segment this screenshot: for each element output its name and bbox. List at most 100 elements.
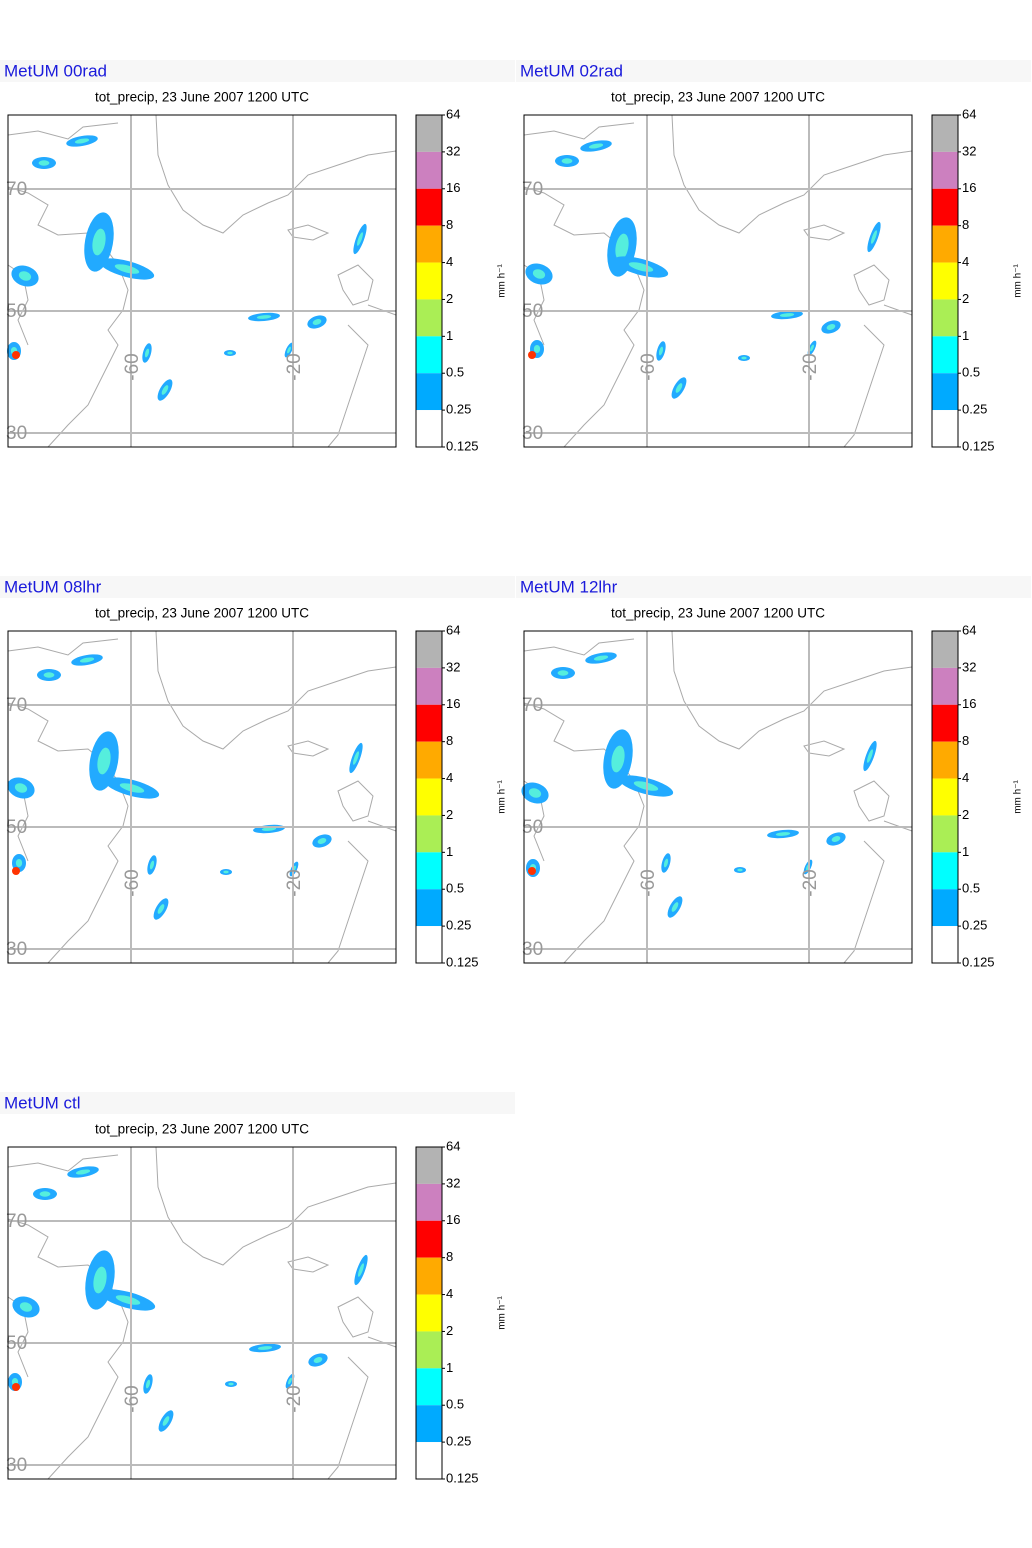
panel-subtitle: tot_precip, 23 June 2007 1200 UTC bbox=[611, 606, 825, 621]
coastline bbox=[853, 264, 890, 306]
colorbar-label: 16 bbox=[446, 1212, 460, 1227]
colorbar-label: 0.125 bbox=[446, 954, 479, 969]
coastline bbox=[671, 630, 913, 750]
panel-subtitle: tot_precip, 23 June 2007 1200 UTC bbox=[611, 90, 825, 105]
map-background bbox=[8, 1147, 396, 1479]
colorbar-frame bbox=[415, 1146, 443, 1480]
precip-core bbox=[810, 344, 814, 352]
lat-label: 50 bbox=[522, 301, 543, 322]
colorbar-label: 4 bbox=[962, 254, 969, 269]
colorbar-label: 2 bbox=[446, 807, 453, 822]
colorbar-label: 8 bbox=[446, 1249, 453, 1264]
panel-title: MetUM ctl bbox=[4, 1093, 81, 1112]
precip-core bbox=[256, 315, 272, 319]
lat-label: 70 bbox=[6, 695, 27, 716]
colorbar-box bbox=[416, 1220, 442, 1258]
lat-label: 30 bbox=[522, 423, 543, 444]
colorbar-label: 0.25 bbox=[446, 1434, 471, 1449]
lat-label: 70 bbox=[522, 695, 543, 716]
colorbar-label: 8 bbox=[446, 733, 453, 748]
colorbar: 64 32 16 8 4 2 1 0.5 0.25 0.125 mm h⁻¹ bbox=[415, 106, 508, 453]
colorbar-box bbox=[416, 1442, 442, 1479]
coastline bbox=[853, 780, 890, 822]
precip-core bbox=[737, 868, 743, 872]
map-frame bbox=[523, 114, 913, 448]
colorbar-box bbox=[932, 704, 958, 742]
colorbar-frame bbox=[931, 630, 959, 964]
colorbar-label: 0.5 bbox=[962, 881, 980, 896]
colorbar-box bbox=[416, 815, 442, 853]
title-band bbox=[0, 576, 515, 598]
colorbar-box bbox=[932, 889, 958, 927]
panel-subtitle: tot_precip, 23 June 2007 1200 UTC bbox=[95, 90, 309, 105]
colorbar-label: 1 bbox=[446, 844, 453, 859]
precip-core bbox=[97, 747, 111, 775]
panel-subtitle: tot_precip, 23 June 2007 1200 UTC bbox=[95, 1122, 309, 1137]
colorbar-label: 0.5 bbox=[446, 1397, 464, 1412]
precip-core bbox=[257, 1346, 273, 1350]
colorbar-box bbox=[932, 631, 958, 668]
precip-core bbox=[871, 230, 877, 244]
colorbar-frame bbox=[931, 114, 959, 448]
colorbar-box bbox=[932, 115, 958, 152]
map: 70 50 30 -60 -20 bbox=[6, 1146, 397, 1480]
colorbar-label: 2 bbox=[446, 291, 453, 306]
lon-label: -20 bbox=[800, 353, 821, 380]
lat-label: 50 bbox=[6, 817, 27, 838]
colorbar-box bbox=[416, 115, 442, 152]
precip-core bbox=[39, 1191, 51, 1197]
colorbar-box bbox=[416, 151, 442, 189]
colorbar-label: 0.125 bbox=[446, 438, 479, 453]
lon-label: -60 bbox=[122, 1385, 143, 1412]
coastline bbox=[7, 1154, 119, 1172]
title-band bbox=[516, 576, 1031, 598]
map-background bbox=[8, 115, 396, 447]
title-band bbox=[0, 1092, 515, 1114]
colorbar-label: 64 bbox=[446, 622, 460, 637]
lat-label: 30 bbox=[6, 1455, 27, 1476]
panel-title: MetUM 02rad bbox=[520, 61, 623, 80]
colorbar-label: 64 bbox=[446, 106, 460, 121]
coastline bbox=[337, 1296, 374, 1338]
colorbar-label: 1 bbox=[446, 1360, 453, 1375]
colorbar-box bbox=[932, 926, 958, 963]
precip-core bbox=[561, 158, 573, 164]
colorbar-label: 0.5 bbox=[446, 881, 464, 896]
coastline bbox=[337, 264, 374, 306]
colorbar-label: 64 bbox=[446, 1138, 460, 1153]
colorbar-label: 0.25 bbox=[962, 918, 987, 933]
coastline bbox=[337, 780, 374, 822]
colorbar-label: 0.125 bbox=[962, 438, 995, 453]
colorbar-box bbox=[416, 1183, 442, 1221]
colorbar-box bbox=[416, 631, 442, 668]
precip-core bbox=[358, 1263, 364, 1277]
panel: MetUM 08lhr tot_precip, 23 June 2007 1200… bbox=[0, 576, 515, 969]
lon-label: -20 bbox=[284, 353, 305, 380]
colorbar-box bbox=[416, 336, 442, 374]
precip-core bbox=[317, 838, 327, 844]
precip-core bbox=[741, 356, 747, 360]
precip-core bbox=[75, 1169, 91, 1175]
precip-core bbox=[826, 324, 836, 330]
map: 70 50 30 -60 -20 bbox=[522, 114, 913, 448]
colorbar-box bbox=[416, 1294, 442, 1332]
precip-core bbox=[43, 672, 55, 678]
panel: MetUM 12lhr tot_precip, 23 June 2007 1200… bbox=[516, 576, 1031, 969]
coastline bbox=[671, 114, 913, 234]
colorbar-box bbox=[932, 188, 958, 226]
coastline bbox=[7, 638, 119, 656]
panel-title: MetUM 12lhr bbox=[520, 577, 618, 596]
colorbar-box bbox=[932, 262, 958, 300]
colorbar-box bbox=[932, 667, 958, 705]
lat-label: 50 bbox=[522, 817, 543, 838]
colorbar-box bbox=[932, 778, 958, 816]
precip-core bbox=[867, 749, 873, 763]
coastline bbox=[155, 630, 397, 750]
colorbar-label: 1 bbox=[446, 328, 453, 343]
precip-core bbox=[779, 313, 795, 317]
precip-core bbox=[157, 904, 165, 914]
precip-core bbox=[528, 867, 536, 875]
precip-core bbox=[74, 138, 90, 144]
precip-core bbox=[145, 1379, 151, 1389]
